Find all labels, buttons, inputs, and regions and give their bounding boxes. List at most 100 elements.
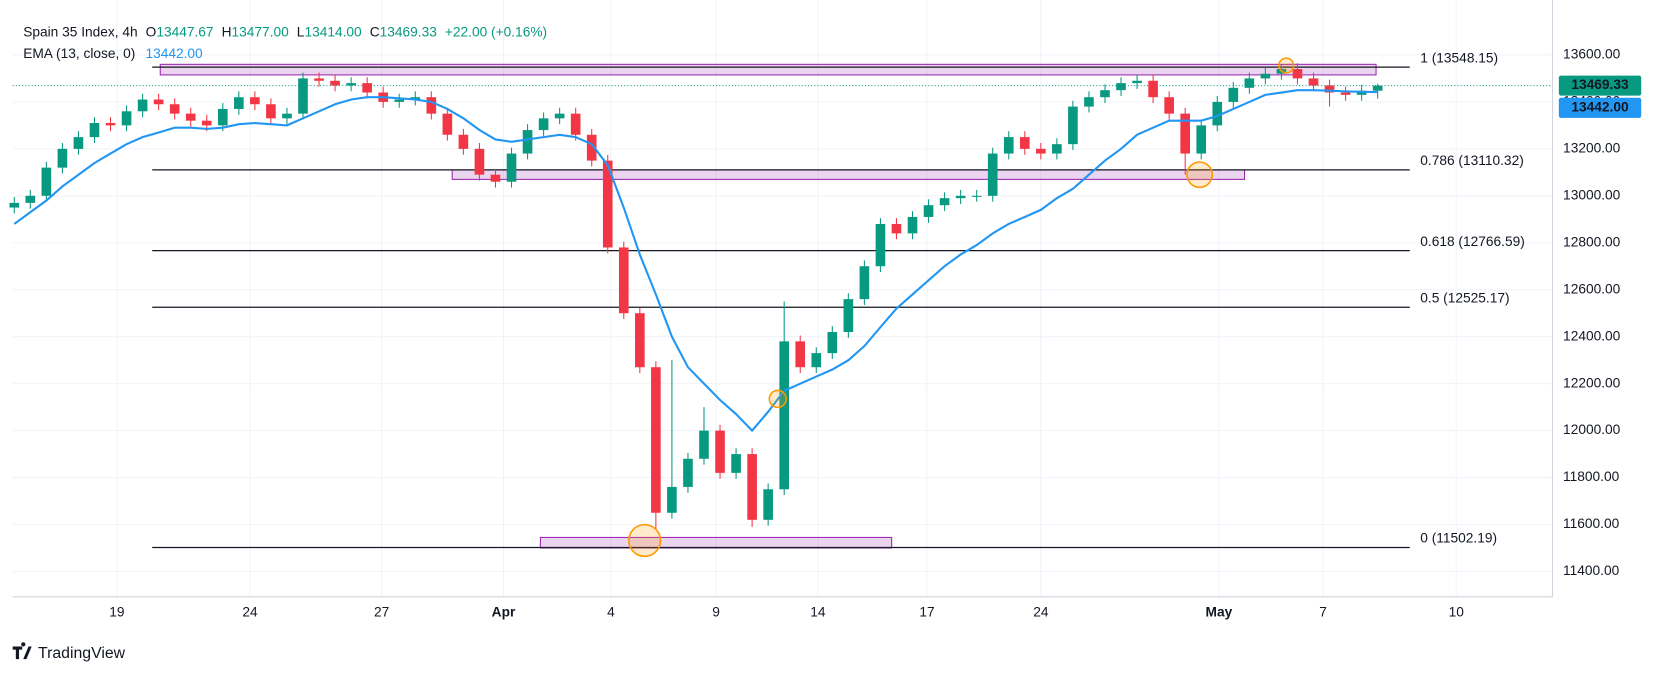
candle-body	[1019, 137, 1030, 149]
ohlc-label: C	[370, 24, 380, 39]
candle-body	[1324, 85, 1335, 93]
candle-body	[1052, 144, 1062, 154]
candle-body	[442, 113, 453, 135]
indicator-legend: EMA (13, close, 0) 13442.00	[23, 45, 203, 60]
zone	[539, 536, 893, 549]
candle-body	[234, 97, 244, 109]
candle-body	[1148, 80, 1158, 98]
candle-body	[217, 108, 228, 126]
candle-body	[891, 223, 902, 234]
ohlc-value: 13447.67	[156, 24, 213, 39]
candle-body	[1212, 101, 1223, 126]
candle-body	[185, 113, 196, 121]
candle-body	[474, 148, 485, 175]
candle-body	[779, 341, 790, 490]
y-tick-label: 13600.00	[1563, 47, 1621, 62]
candle-body	[1292, 69, 1303, 79]
y-tick-label: 11800.00	[1563, 469, 1620, 484]
candle-body	[715, 430, 725, 473]
ema-line	[13, 89, 1378, 433]
candle-body	[250, 97, 260, 105]
candle-body	[1068, 106, 1078, 145]
fib-label: 0.618 (12766.59)	[1420, 234, 1524, 249]
ema-label: EMA (13, close, 0)	[23, 45, 135, 60]
candle-body	[939, 198, 950, 206]
candle-body	[1196, 125, 1207, 154]
grid	[12, 0, 1553, 597]
candle-body	[282, 113, 292, 119]
zone	[451, 169, 1246, 180]
candle-body	[811, 353, 822, 368]
x-tick-label: 24	[1033, 604, 1049, 619]
fib-label: 0 (11502.19)	[1420, 531, 1497, 546]
candle-body	[987, 153, 998, 196]
candle-body	[1164, 97, 1174, 114]
zone	[159, 63, 1377, 76]
candle-body	[506, 153, 517, 182]
candle-body	[1340, 92, 1351, 95]
x-tick-label: Apr	[492, 604, 516, 619]
symbol: Spain 35 Index, 4h	[23, 24, 137, 39]
candle-body	[1036, 148, 1046, 154]
candle-body	[747, 454, 757, 520]
candle-body	[89, 123, 100, 138]
candle-body	[907, 216, 918, 234]
candle-body	[73, 137, 84, 149]
candle-body	[1132, 80, 1142, 84]
x-tick-label: 9	[712, 604, 720, 619]
fib-label: 1 (13548.15)	[1420, 50, 1498, 65]
candle-body	[843, 299, 854, 332]
x-tick-label: May	[1206, 604, 1233, 619]
candle-body	[9, 202, 20, 208]
candle-body	[298, 78, 308, 114]
ohlc-value: 13477.00	[232, 24, 290, 39]
x-tick-label: 4	[607, 604, 615, 619]
candle-body	[827, 331, 838, 354]
candle-body	[41, 167, 52, 196]
candle-body	[1260, 73, 1271, 79]
candle-body	[554, 113, 565, 119]
candle-body	[153, 99, 164, 105]
candle-body	[602, 160, 613, 248]
y-tick-label: 12400.00	[1563, 328, 1621, 343]
change: +22.00 (+0.16%)	[445, 24, 547, 39]
last-price-tag	[1558, 75, 1642, 96]
plot-area: 1 (13548.15) 0.786 (13110.32) 0.618 (12766…	[9, 50, 1553, 558]
candle-body	[1084, 97, 1094, 107]
y-tick-label: 11600.00	[1563, 516, 1620, 531]
candle-body	[105, 123, 116, 126]
ohlc-value: 13469.33	[380, 24, 438, 39]
candle-body	[859, 266, 870, 300]
highlight-circle	[768, 389, 788, 409]
x-tick-label: 14	[810, 604, 826, 619]
candle-body	[169, 104, 180, 114]
candle-body	[586, 134, 597, 161]
highlight-circle	[1278, 57, 1295, 74]
y-tick-label: 11400.00	[1563, 563, 1620, 578]
candle-body	[667, 486, 677, 513]
candle-body	[731, 454, 741, 473]
ohlc-label: H	[222, 24, 232, 39]
y-tick-label: 13200.00	[1563, 140, 1621, 155]
candle-body	[683, 458, 693, 487]
candle-body	[346, 83, 356, 86]
candle-body	[201, 120, 212, 126]
candle-body	[121, 111, 132, 126]
candle-body	[490, 174, 501, 182]
y-tick-label: 12200.00	[1563, 375, 1621, 390]
last-price-label: 13469.33	[1571, 77, 1629, 92]
candle-body	[1244, 78, 1255, 88]
candle-body	[538, 118, 549, 131]
brand: TradingView	[38, 645, 126, 662]
candle-body	[635, 313, 645, 368]
candle-body	[1003, 137, 1014, 154]
candle-body	[458, 134, 469, 149]
candle-body	[1228, 87, 1239, 102]
y-tick-label: 12800.00	[1563, 234, 1621, 249]
candle-body	[618, 247, 629, 314]
candle-body	[57, 148, 68, 168]
y-tick-label: 12000.00	[1563, 422, 1621, 437]
logo-icon	[12, 642, 32, 660]
